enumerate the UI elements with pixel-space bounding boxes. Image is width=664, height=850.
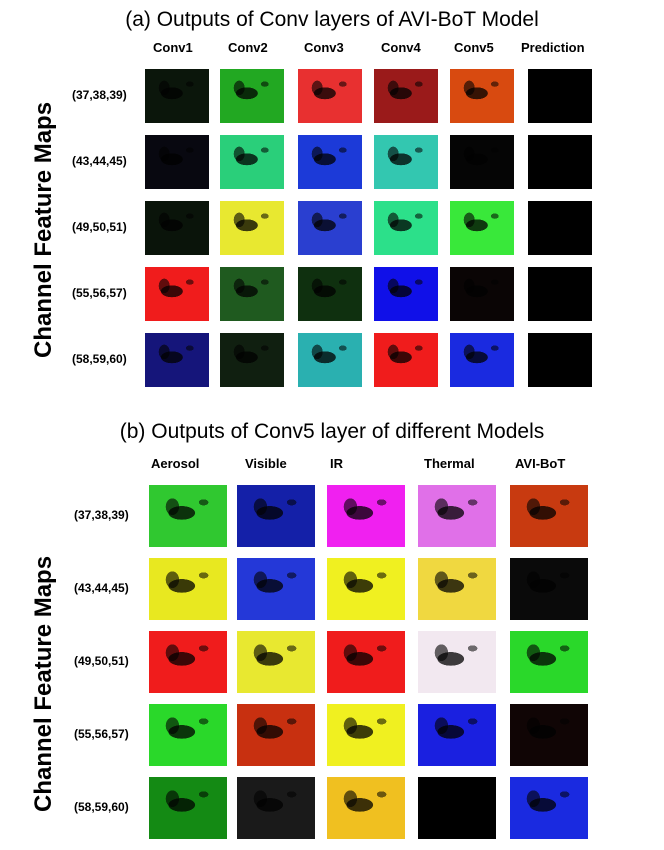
panel-a-column-label: Conv4	[381, 40, 421, 55]
feature-map-image	[327, 777, 405, 839]
feature-map-image	[220, 333, 284, 387]
feature-map-image	[220, 135, 284, 189]
feature-map-image	[220, 267, 284, 321]
feature-map-image	[220, 69, 284, 123]
panel-a-row-label: (37,38,39)	[72, 88, 127, 102]
feature-map-image	[145, 267, 209, 321]
panel-a-column-label: Conv2	[228, 40, 268, 55]
feature-map-image	[528, 201, 592, 255]
panel-b-column-label: Thermal	[424, 456, 475, 471]
panel-a-title: (a) Outputs of Conv layers of AVI-BoT Mo…	[125, 8, 539, 31]
feature-map-image	[450, 267, 514, 321]
panel-a-column-label: Conv1	[153, 40, 193, 55]
feature-map-image	[418, 777, 496, 839]
panel-a-row-label: (43,44,45)	[72, 154, 127, 168]
feature-map-image	[528, 135, 592, 189]
feature-map-image	[327, 485, 405, 547]
feature-map-image	[450, 333, 514, 387]
feature-map-image	[450, 135, 514, 189]
panel-b-title: (b) Outputs of Conv5 layer of different …	[119, 420, 545, 443]
feature-map-image	[374, 69, 438, 123]
panel-b-row-label: (49,50,51)	[74, 654, 129, 668]
feature-map-image	[418, 631, 496, 693]
feature-map-image	[237, 485, 315, 547]
feature-map-image	[418, 704, 496, 766]
panel-b-row-label: (43,44,45)	[74, 581, 129, 595]
feature-map-image	[510, 485, 588, 547]
feature-map-image	[374, 333, 438, 387]
panel-b-column-label: Aerosol	[151, 456, 200, 471]
feature-map-image	[510, 558, 588, 620]
feature-map-image	[237, 558, 315, 620]
feature-map-image	[327, 631, 405, 693]
feature-map-image	[374, 201, 438, 255]
panel-a-column-label: Conv3	[304, 40, 344, 55]
feature-map-image	[298, 69, 362, 123]
feature-map-image	[374, 267, 438, 321]
feature-map-image	[149, 631, 227, 693]
feature-map-image	[149, 558, 227, 620]
feature-map-image	[450, 201, 514, 255]
feature-map-image	[237, 704, 315, 766]
panel-a-row-label: (58,59,60)	[72, 352, 127, 366]
panel-b-side-label: Channel Feature Maps	[30, 555, 57, 812]
feature-map-image	[374, 135, 438, 189]
feature-map-image	[298, 267, 362, 321]
feature-map-image	[418, 558, 496, 620]
feature-map-image	[298, 333, 362, 387]
panel-a-side-label: Channel Feature Maps	[30, 101, 57, 358]
feature-map-image	[220, 201, 284, 255]
feature-map-image	[237, 777, 315, 839]
panel-a-row-label: (55,56,57)	[72, 286, 127, 300]
panel-a-row-label: (49,50,51)	[72, 220, 127, 234]
feature-map-image	[149, 704, 227, 766]
feature-map-image	[510, 777, 588, 839]
panel-b-row-label: (58,59,60)	[74, 800, 129, 814]
feature-map-image	[528, 69, 592, 123]
feature-map-image	[145, 333, 209, 387]
feature-map-image	[149, 485, 227, 547]
feature-map-image	[418, 485, 496, 547]
feature-map-image	[327, 558, 405, 620]
feature-map-image	[450, 69, 514, 123]
panel-a-column-label: Conv5	[454, 40, 494, 55]
feature-map-image	[510, 704, 588, 766]
feature-map-image	[145, 135, 209, 189]
feature-map-image	[298, 135, 362, 189]
panel-b-column-label: IR	[330, 456, 343, 471]
feature-map-image	[510, 631, 588, 693]
feature-map-image	[298, 201, 362, 255]
panel-b-row-label: (55,56,57)	[74, 727, 129, 741]
panel-a-column-label: Prediction	[521, 40, 585, 55]
feature-map-image	[528, 333, 592, 387]
feature-map-image	[237, 631, 315, 693]
feature-map-image	[327, 704, 405, 766]
feature-map-image	[149, 777, 227, 839]
feature-map-image	[145, 201, 209, 255]
feature-map-image	[528, 267, 592, 321]
panel-b-row-label: (37,38,39)	[74, 508, 129, 522]
panel-b-column-label: AVI-BoT	[515, 456, 566, 471]
panel-b-column-label: Visible	[245, 456, 287, 471]
feature-map-image	[145, 69, 209, 123]
